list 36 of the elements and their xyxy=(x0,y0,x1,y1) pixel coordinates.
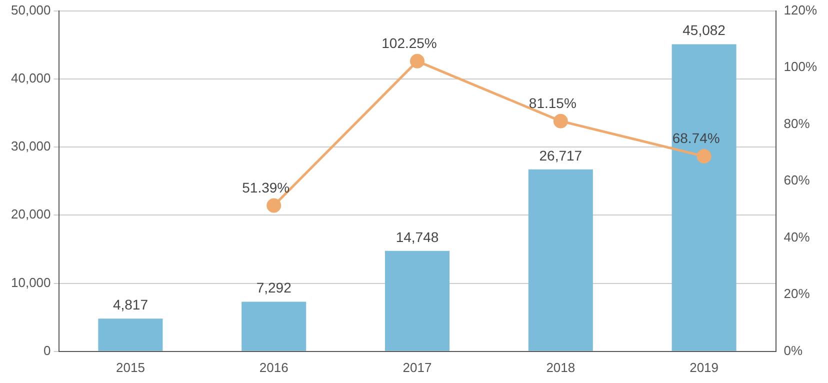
data-label: 68.74% xyxy=(672,130,720,146)
data-label: 7,292 xyxy=(256,280,292,296)
point xyxy=(266,198,282,213)
bar xyxy=(242,302,306,351)
x-tick-label: 2016 xyxy=(259,360,288,375)
data-label: 51.39% xyxy=(242,179,290,196)
y-tick-label: 40,000 xyxy=(10,70,51,86)
y-tick-label: 10,000 xyxy=(10,274,51,290)
y-tick-label: 20,000 xyxy=(10,206,51,222)
data-label: 26,717 xyxy=(539,147,582,164)
y2-tick-label: 0% xyxy=(784,342,803,358)
data-label: 4,817 xyxy=(112,296,148,312)
y2-tick-label: 20% xyxy=(784,286,810,302)
point xyxy=(696,149,712,164)
bar xyxy=(384,250,450,351)
bar xyxy=(528,169,593,351)
y2-tick-label: 120% xyxy=(784,2,818,18)
point xyxy=(553,114,568,128)
y2-tick-label: 60% xyxy=(784,172,810,188)
y-tick-label: 30,000 xyxy=(10,138,51,154)
bar xyxy=(98,318,163,351)
y2-tick-label: 80% xyxy=(784,116,810,131)
y2-tick-label: 40% xyxy=(784,229,810,244)
x-tick-label: 2015 xyxy=(116,360,145,375)
data-label: 45,082 xyxy=(682,22,726,38)
x-tick-label: 2018 xyxy=(546,360,576,375)
x-tick-label: 2019 xyxy=(690,360,719,375)
data-label: 14,748 xyxy=(396,228,439,245)
y-tick-label: 50,000 xyxy=(10,2,51,18)
data-label: 81.15% xyxy=(528,94,576,111)
data-label: 102.25% xyxy=(382,35,437,52)
bar xyxy=(672,44,736,351)
x-tick-label: 2017 xyxy=(402,360,432,375)
y-tick-label: 0 xyxy=(44,342,51,358)
y2-tick-label: 100% xyxy=(784,59,818,74)
point xyxy=(410,54,425,68)
